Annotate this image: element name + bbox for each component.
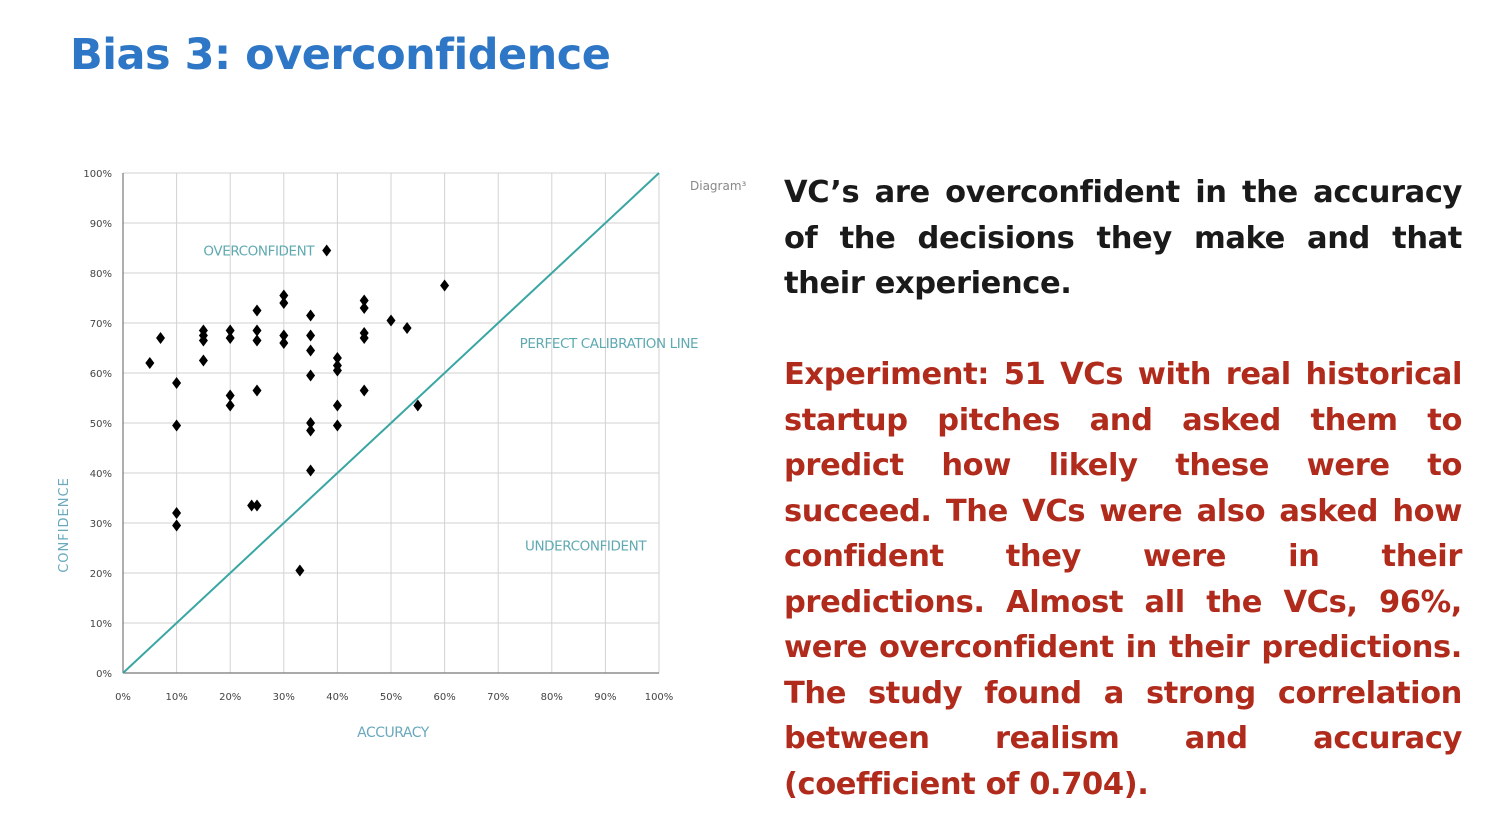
data-point [198, 354, 208, 367]
data-point [252, 324, 262, 337]
y-tick-label: 50% [90, 419, 112, 430]
data-point [359, 302, 369, 314]
data-point [279, 289, 289, 302]
data-point [225, 399, 235, 412]
x-tick-label: 30% [273, 692, 295, 703]
region-labels: OVERCONFIDENT PERFECT CALIBRATION LINE UND… [203, 244, 698, 555]
calibration-line-group [122, 172, 660, 674]
data-point [332, 399, 342, 412]
perfect-calibration-line [122, 172, 660, 674]
data-point [306, 344, 316, 357]
x-axis-label: ACCURACY [357, 725, 430, 741]
data-point [279, 337, 289, 349]
y-tick-label: 40% [90, 469, 112, 480]
data-point [322, 244, 332, 257]
y-tick-label: 80% [90, 269, 112, 280]
data-point [306, 369, 316, 382]
data-point [252, 499, 262, 512]
data-point [279, 297, 289, 309]
y-tick-label: 0% [96, 669, 112, 680]
data-point [306, 309, 316, 322]
region-label: OVERCONFIDENT [203, 244, 315, 260]
y-tick-labels: 0% 10% 20% 30% 40% 50% 60% 70% 80% 90% 100% [83, 169, 112, 680]
axes [122, 173, 659, 674]
data-point [172, 519, 182, 532]
region-label: UNDERCONFIDENT [525, 539, 647, 555]
slide-title: Bias 3: overconfidence [70, 30, 611, 80]
x-tick-label: 60% [433, 692, 455, 703]
overconfidence-statement: VC’s are overconfident in the accuracy o… [784, 175, 1462, 301]
data-point [279, 329, 289, 342]
x-tick-label: 80% [541, 692, 563, 703]
data-point [198, 334, 208, 347]
data-point [386, 314, 396, 327]
experiment-description: Experiment: 51 VCs with real historical … [784, 357, 1462, 802]
diagram-corner-label: Diagram³ [690, 179, 747, 193]
data-point [172, 419, 182, 432]
region-label: PERFECT CALIBRATION LINE [520, 336, 699, 352]
data-point [306, 417, 316, 429]
x-tick-label: 100% [645, 692, 674, 703]
x-tick-label: 70% [487, 692, 509, 703]
data-point [332, 352, 342, 364]
data-point [306, 464, 316, 477]
data-points [145, 244, 450, 577]
data-point [440, 279, 450, 292]
data-point [156, 332, 166, 344]
scatter-chart: 0% 10% 20% 30% 40% 50% 60% 70% 80% 90% 100% 0% 10% 2… [57, 169, 747, 741]
data-point [402, 322, 412, 334]
x-tick-label: 10% [165, 692, 187, 703]
data-point [225, 389, 235, 402]
data-point [359, 384, 369, 397]
y-axis-label: CONFIDENCE [57, 477, 72, 573]
x-tick-label: 20% [219, 692, 241, 703]
data-point [172, 507, 182, 519]
y-tick-label: 100% [83, 169, 112, 180]
y-tick-label: 60% [90, 369, 112, 380]
data-point [332, 364, 342, 377]
data-point [225, 324, 235, 337]
data-point [252, 334, 262, 347]
y-tick-label: 90% [90, 219, 112, 230]
x-tick-labels: 0% 10% 20% 30% 40% 50% 60% 70% 80% 90% 100% [115, 692, 673, 703]
data-point [252, 384, 262, 397]
data-point [306, 329, 316, 342]
data-point [247, 499, 257, 512]
data-point [332, 419, 342, 432]
x-tick-label: 50% [380, 692, 402, 703]
data-point [359, 332, 369, 344]
data-point [413, 399, 423, 412]
data-point [359, 294, 369, 307]
y-tick-label: 20% [90, 569, 112, 580]
data-point [172, 377, 182, 389]
x-tick-label: 0% [115, 692, 131, 703]
y-tick-label: 10% [90, 619, 112, 630]
data-point [145, 357, 155, 369]
data-point [306, 424, 316, 437]
data-point [225, 332, 235, 344]
y-tick-label: 70% [90, 319, 112, 330]
data-point [252, 304, 262, 317]
x-tick-label: 40% [326, 692, 348, 703]
y-tick-label: 30% [90, 519, 112, 530]
x-tick-label: 90% [594, 692, 616, 703]
data-point [295, 564, 305, 577]
